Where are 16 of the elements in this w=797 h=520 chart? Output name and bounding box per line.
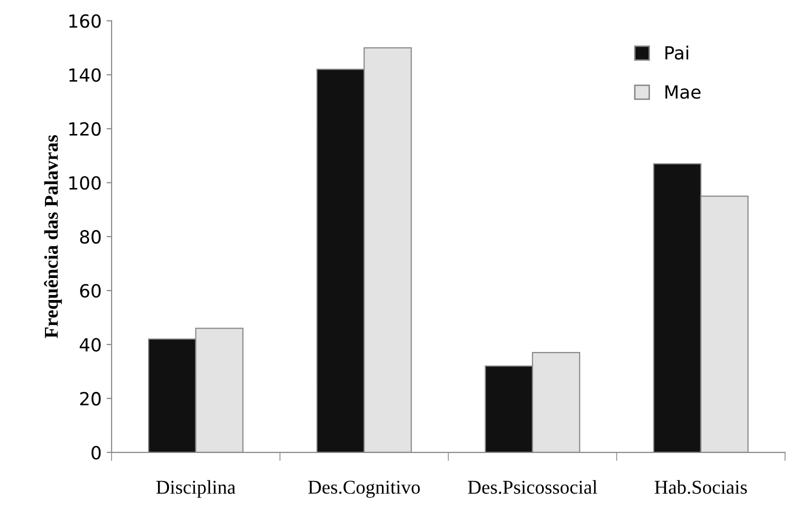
legend-label: Pai xyxy=(665,46,688,60)
y-tick-label: 20 xyxy=(80,392,101,406)
y-tick-label: 0 xyxy=(92,446,101,460)
y-tick-label: 40 xyxy=(80,338,101,352)
x-tick-label: Des.Cognitivo xyxy=(308,480,420,498)
y-tick-label: 60 xyxy=(80,284,101,298)
y-tick-label: 140 xyxy=(69,68,101,82)
x-tick-label: Hab.Sociais xyxy=(654,480,747,494)
x-tick-label: Disciplina xyxy=(156,480,236,498)
y-tick-label: 80 xyxy=(80,230,101,244)
y-tick-label: 100 xyxy=(69,176,101,190)
y-axis-title: Frequência das Palavras xyxy=(44,135,62,338)
y-tick-label: 160 xyxy=(69,14,101,28)
x-tick-label: Des.Psicossocial xyxy=(468,480,598,494)
legend-label: Mae xyxy=(665,85,700,99)
y-tick-label: 120 xyxy=(69,122,101,136)
